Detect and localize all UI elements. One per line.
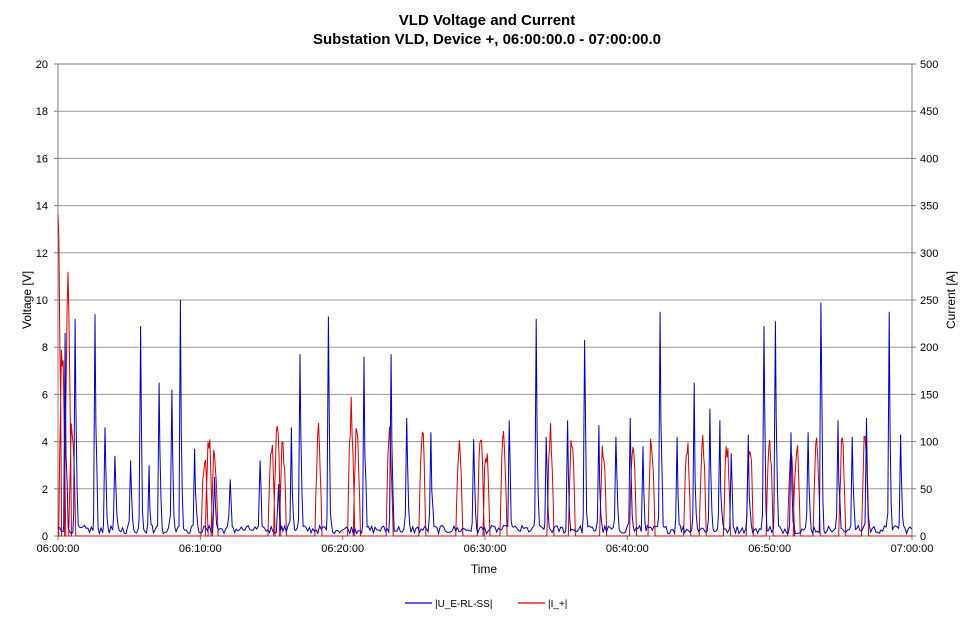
- x-tick-label: 06:20:00: [321, 543, 364, 555]
- legend-current-label: |I_+|: [548, 599, 567, 610]
- right-tick-label: 50: [920, 484, 932, 496]
- left-tick-label: 10: [36, 295, 48, 307]
- left-tick-label: 16: [36, 153, 48, 165]
- right-tick-label: 350: [920, 201, 938, 213]
- x-axis-ticks: 06:00:00 06:10:00 06:20:00 06:30:00 06:40:00…: [37, 536, 934, 555]
- y-axis-left-label: Voltage [V]: [20, 271, 34, 329]
- left-tick-label: 14: [36, 201, 48, 213]
- right-tick-label: 150: [920, 389, 938, 401]
- series-current-line: [57, 214, 912, 537]
- left-tick-label: 8: [42, 342, 48, 354]
- chart-subtitle: Substation VLD, Device +, 06:00:00.0 - 0…: [313, 31, 661, 48]
- left-tick-label: 20: [36, 59, 48, 71]
- y-axis-right-label: Current [A]: [944, 271, 958, 329]
- legend: |U_E-RL-SS| |I_+|: [405, 599, 567, 610]
- left-axis-ticks: 0 2 4 6 8 10 12 14 16 18 20: [36, 59, 58, 543]
- left-tick-label: 12: [36, 248, 48, 260]
- right-tick-label: 250: [920, 295, 938, 307]
- x-tick-label: 06:30:00: [464, 543, 507, 555]
- right-tick-label: 200: [920, 342, 938, 354]
- x-tick-label: 07:00:00: [891, 543, 934, 555]
- legend-voltage-label: |U_E-RL-SS|: [435, 599, 492, 610]
- left-tick-label: 2: [42, 484, 48, 496]
- x-tick-label: 06:10:00: [179, 543, 222, 555]
- x-tick-label: 06:50:00: [748, 543, 791, 555]
- left-tick-label: 18: [36, 106, 48, 118]
- x-tick-label: 06:00:00: [37, 543, 80, 555]
- right-tick-label: 0: [920, 531, 926, 543]
- right-tick-label: 400: [920, 153, 938, 165]
- x-tick-label: 06:40:00: [606, 543, 649, 555]
- left-tick-label: 4: [42, 437, 48, 449]
- right-tick-label: 450: [920, 106, 938, 118]
- right-tick-label: 100: [920, 437, 938, 449]
- series-voltage-line: [57, 299, 913, 536]
- chart-title: VLD Voltage and Current: [399, 12, 575, 29]
- left-tick-label: 6: [42, 389, 48, 401]
- left-tick-label: 0: [42, 531, 48, 543]
- right-tick-label: 300: [920, 248, 938, 260]
- right-tick-label: 500: [920, 59, 938, 71]
- right-axis-ticks: 0 50 100 150 200 250 300 350 400 450 500: [912, 59, 938, 543]
- x-axis-label: Time: [471, 562, 498, 576]
- series-layer: [57, 214, 913, 537]
